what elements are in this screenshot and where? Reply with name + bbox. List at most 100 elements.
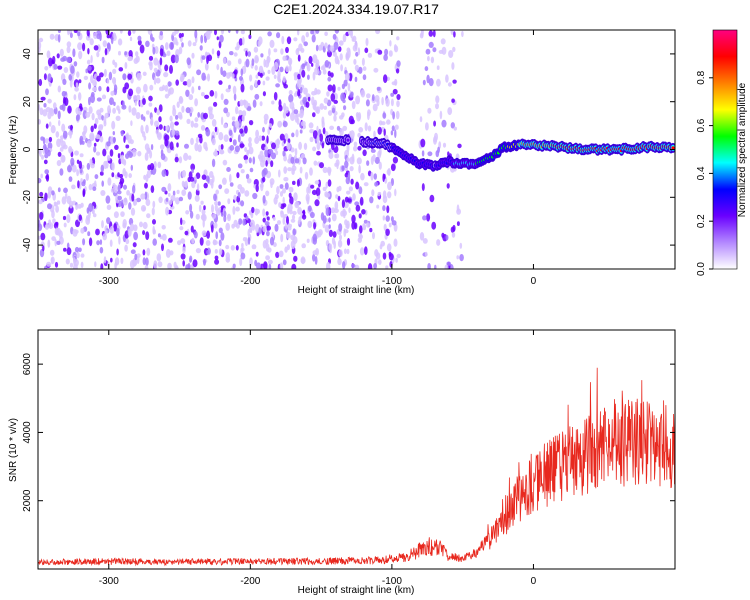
heatmap-cell [183,152,189,161]
heatmap-cell [191,237,195,244]
heatmap-cell [335,194,339,199]
heatmap-cell [288,90,293,95]
heatmap-cell [457,143,462,149]
heatmap-cell [312,233,318,242]
heatmap-cell [322,186,327,192]
heatmap-cell [262,217,266,223]
heatmap-cell [237,134,241,143]
heatmap-cell [187,176,192,183]
heatmap-cell [135,51,139,57]
heatmap-cell [290,156,295,164]
heatmap-cell [61,155,66,163]
heatmap-cell [240,169,245,174]
heatmap-cell [167,81,172,87]
heatmap-cell [265,238,269,245]
heatmap-cell [374,156,380,165]
heatmap-cell [246,149,250,155]
heatmap-cell [133,198,138,206]
heatmap-cell [160,153,166,161]
heatmap-cell [392,111,395,120]
heatmap-cell [57,30,61,34]
heatmap-cell [363,182,369,187]
heatmap-cell [324,60,330,68]
colorbar-gradient [712,29,738,270]
heatmap-cell [251,223,256,231]
heatmap-cell [355,181,360,190]
heatmap-cell [328,224,331,229]
heatmap-cell [426,213,431,222]
heatmap-cell [426,74,430,84]
heatmap-cell [152,200,156,208]
heatmap-cell [174,121,179,126]
heatmap-cell [146,213,151,219]
heatmap-cell [116,105,120,111]
heatmap-cell [245,58,250,68]
heatmap-cell [90,125,94,133]
heatmap-cell [109,239,113,247]
heatmap-cell [111,162,115,171]
heatmap-cell [152,46,156,55]
heatmap-cell [62,78,67,85]
heatmap-cell [288,223,292,228]
heatmap-cell [195,172,201,179]
heatmap-cell [39,107,44,116]
heatmap-cell [447,82,452,87]
heatmap-cell [229,137,233,143]
heatmap-cell [79,138,83,146]
heatmap-cell [140,124,144,134]
heatmap-cell [182,74,185,80]
heatmap-cell [292,210,297,216]
heatmap-cell [272,216,276,221]
heatmap-cell [305,101,310,108]
heatmap-cell [180,73,183,82]
heatmap-cell [149,84,154,91]
heatmap-cell [83,75,89,81]
heatmap-cell [253,46,259,53]
heatmap-cell [224,188,230,195]
heatmap-cell [48,219,51,225]
heatmap-cell [181,42,184,48]
heatmap-cell [196,183,200,192]
heatmap-cell [136,255,140,265]
heatmap-cell [89,134,95,142]
heatmap-cell [91,112,95,121]
heatmap-cell [350,30,353,39]
heatmap-cell [290,234,296,241]
heatmap-cell [228,129,233,136]
heatmap-cell [357,132,361,138]
heatmap-cell [295,129,299,138]
heatmap-cell [269,178,275,186]
chart-title: C2E1.2024.334.19.07.R17 [273,1,439,17]
heatmap-cell [422,79,426,86]
heatmap-cell [116,248,119,256]
heatmap-cell [282,259,287,266]
heatmap-cell [264,221,270,226]
heatmap-cell [125,238,130,245]
heatmap-cell [374,95,380,102]
heatmap-cell [322,215,327,224]
heatmap-cell [273,242,277,248]
heatmap-cell [66,46,71,54]
heatmap-cell [159,57,163,66]
snr-x-tick-label: -100 [382,576,402,587]
heatmap-cell [254,136,260,144]
heatmap-cell [244,159,248,164]
heatmap-cell [44,192,48,202]
heatmap-cell [319,162,324,169]
heatmap-cell [433,120,436,127]
heatmap-cell [249,227,253,234]
heatmap-cell [243,154,249,161]
heatmap-cell [142,98,146,105]
heatmap-cell [286,231,291,239]
heatmap-cell [157,161,162,169]
heatmap-cell [295,48,300,56]
heatmap-cell [161,225,166,230]
heatmap-cell [81,140,85,145]
heatmap-cell [268,48,271,57]
heatmap-cell [53,201,57,207]
heatmap-cell [185,89,190,98]
heatmap-cell [297,30,300,36]
heatmap-cell [306,238,310,243]
heatmap-cell [129,36,133,42]
heatmap-cell [57,187,61,193]
